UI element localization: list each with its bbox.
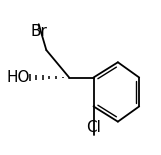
Text: Br: Br <box>30 24 47 39</box>
Text: Cl: Cl <box>86 120 101 135</box>
Text: HO: HO <box>6 70 30 85</box>
